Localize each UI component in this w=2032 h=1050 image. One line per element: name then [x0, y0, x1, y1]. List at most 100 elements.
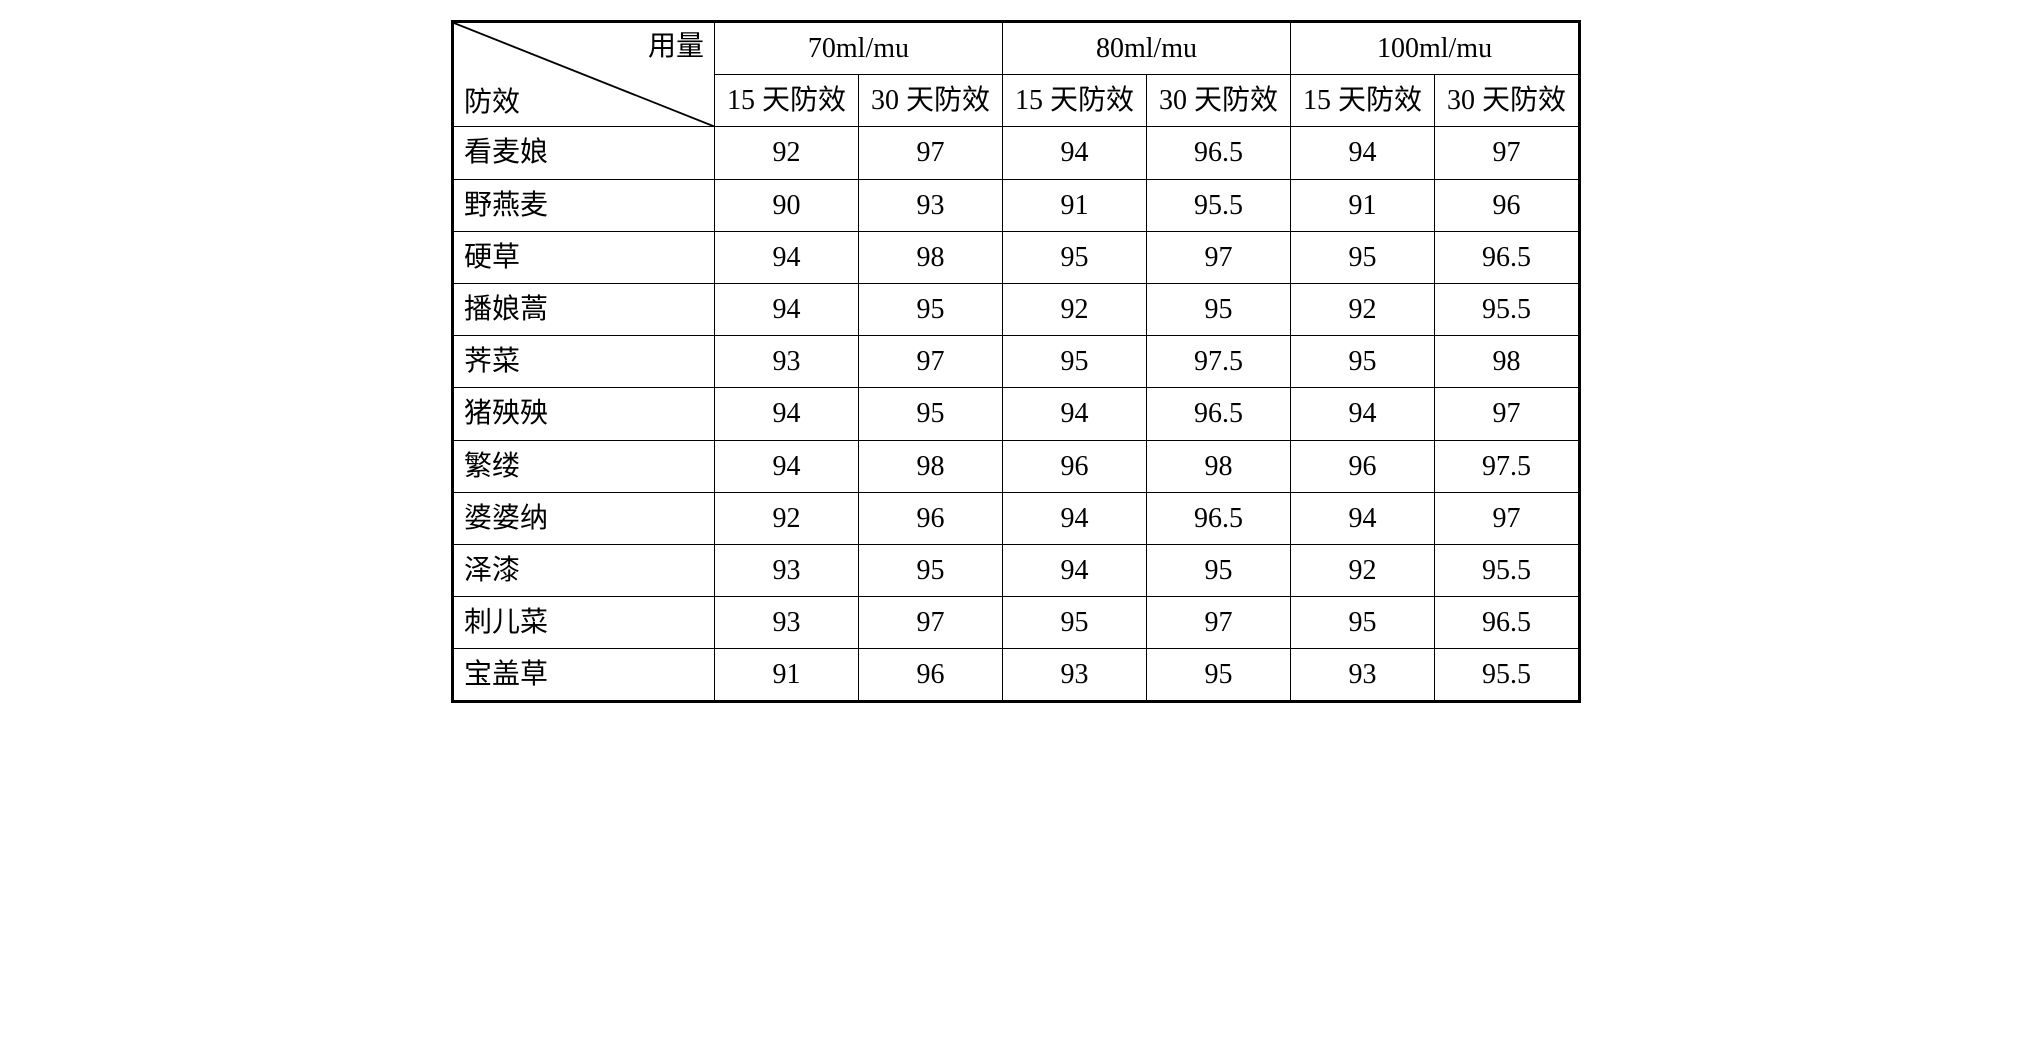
dosage-header: 80ml/mu: [1002, 22, 1290, 75]
value-cell: 96: [858, 492, 1002, 544]
table-row: 繁缕 94 98 96 98 96 97.5: [452, 440, 1579, 492]
table-body: 看麦娘 92 97 94 96.5 94 97 野燕麦 90 93 91 95.…: [452, 127, 1579, 702]
diagonal-header-cell: 用量 防效: [452, 22, 714, 127]
value-cell: 97: [1147, 231, 1291, 283]
value-cell: 93: [1291, 649, 1435, 702]
sub-header: 30 天防效: [858, 75, 1002, 127]
value-cell: 93: [714, 544, 858, 596]
value-cell: 95: [1002, 597, 1146, 649]
value-cell: 95: [858, 388, 1002, 440]
weed-name: 硬草: [452, 231, 714, 283]
weed-name: 野燕麦: [452, 179, 714, 231]
value-cell: 95: [1291, 336, 1435, 388]
value-cell: 95: [1291, 597, 1435, 649]
value-cell: 95.5: [1147, 179, 1291, 231]
table-row: 播娘蒿 94 95 92 95 92 95.5: [452, 283, 1579, 335]
value-cell: 95: [858, 544, 1002, 596]
value-cell: 92: [714, 127, 858, 179]
weed-name: 猪殃殃: [452, 388, 714, 440]
value-cell: 94: [1002, 127, 1146, 179]
sub-header: 30 天防效: [1435, 75, 1580, 127]
value-cell: 95: [858, 283, 1002, 335]
weed-name: 播娘蒿: [452, 283, 714, 335]
weed-name: 看麦娘: [452, 127, 714, 179]
value-cell: 94: [1002, 492, 1146, 544]
value-cell: 95.5: [1435, 544, 1580, 596]
weed-name: 刺儿菜: [452, 597, 714, 649]
value-cell: 95: [1147, 649, 1291, 702]
value-cell: 96: [1002, 440, 1146, 492]
table-row: 看麦娘 92 97 94 96.5 94 97: [452, 127, 1579, 179]
value-cell: 95: [1147, 544, 1291, 596]
weed-name: 荠菜: [452, 336, 714, 388]
value-cell: 97: [858, 127, 1002, 179]
value-cell: 96.5: [1147, 127, 1291, 179]
value-cell: 95.5: [1435, 649, 1580, 702]
value-cell: 96.5: [1147, 388, 1291, 440]
value-cell: 93: [714, 336, 858, 388]
value-cell: 97: [1147, 597, 1291, 649]
value-cell: 97: [858, 336, 1002, 388]
dosage-header: 100ml/mu: [1291, 22, 1580, 75]
weed-name: 繁缕: [452, 440, 714, 492]
table-row: 野燕麦 90 93 91 95.5 91 96: [452, 179, 1579, 231]
value-cell: 96.5: [1435, 597, 1580, 649]
sub-header: 15 天防效: [714, 75, 858, 127]
value-cell: 96: [858, 649, 1002, 702]
value-cell: 96: [1435, 179, 1580, 231]
value-cell: 98: [858, 231, 1002, 283]
sub-header: 15 天防效: [1002, 75, 1146, 127]
table-row: 硬草 94 98 95 97 95 96.5: [452, 231, 1579, 283]
value-cell: 93: [714, 597, 858, 649]
table-row: 宝盖草 91 96 93 95 93 95.5: [452, 649, 1579, 702]
table-row: 婆婆纳 92 96 94 96.5 94 97: [452, 492, 1579, 544]
value-cell: 93: [858, 179, 1002, 231]
header-bottom-label: 防效: [464, 83, 520, 122]
table-row: 猪殃殃 94 95 94 96.5 94 97: [452, 388, 1579, 440]
value-cell: 90: [714, 179, 858, 231]
value-cell: 95: [1002, 231, 1146, 283]
value-cell: 91: [1002, 179, 1146, 231]
value-cell: 96: [1291, 440, 1435, 492]
value-cell: 97: [1435, 127, 1580, 179]
value-cell: 94: [714, 440, 858, 492]
value-cell: 97.5: [1147, 336, 1291, 388]
value-cell: 98: [1435, 336, 1580, 388]
value-cell: 95: [1002, 336, 1146, 388]
value-cell: 94: [1291, 127, 1435, 179]
efficacy-table: 用量 防效 70ml/mu 80ml/mu 100ml/mu 15 天防效 30…: [451, 20, 1581, 703]
value-cell: 97: [1435, 492, 1580, 544]
sub-header: 30 天防效: [1147, 75, 1291, 127]
value-cell: 98: [1147, 440, 1291, 492]
weed-name: 泽漆: [452, 544, 714, 596]
value-cell: 95: [1147, 283, 1291, 335]
dosage-header: 70ml/mu: [714, 22, 1002, 75]
value-cell: 94: [1002, 388, 1146, 440]
value-cell: 97: [858, 597, 1002, 649]
value-cell: 96.5: [1147, 492, 1291, 544]
value-cell: 92: [714, 492, 858, 544]
value-cell: 92: [1291, 283, 1435, 335]
value-cell: 94: [1291, 492, 1435, 544]
value-cell: 95: [1291, 231, 1435, 283]
value-cell: 98: [858, 440, 1002, 492]
value-cell: 94: [714, 231, 858, 283]
value-cell: 92: [1291, 544, 1435, 596]
value-cell: 94: [714, 388, 858, 440]
table-row: 荠菜 93 97 95 97.5 95 98: [452, 336, 1579, 388]
value-cell: 97: [1435, 388, 1580, 440]
value-cell: 92: [1002, 283, 1146, 335]
weed-name: 婆婆纳: [452, 492, 714, 544]
value-cell: 95.5: [1435, 283, 1580, 335]
value-cell: 91: [714, 649, 858, 702]
value-cell: 94: [1291, 388, 1435, 440]
header-top-label: 用量: [648, 27, 704, 66]
table-row: 泽漆 93 95 94 95 92 95.5: [452, 544, 1579, 596]
value-cell: 94: [714, 283, 858, 335]
value-cell: 93: [1002, 649, 1146, 702]
value-cell: 97.5: [1435, 440, 1580, 492]
value-cell: 96.5: [1435, 231, 1580, 283]
value-cell: 94: [1002, 544, 1146, 596]
sub-header: 15 天防效: [1291, 75, 1435, 127]
table-row: 刺儿菜 93 97 95 97 95 96.5: [452, 597, 1579, 649]
